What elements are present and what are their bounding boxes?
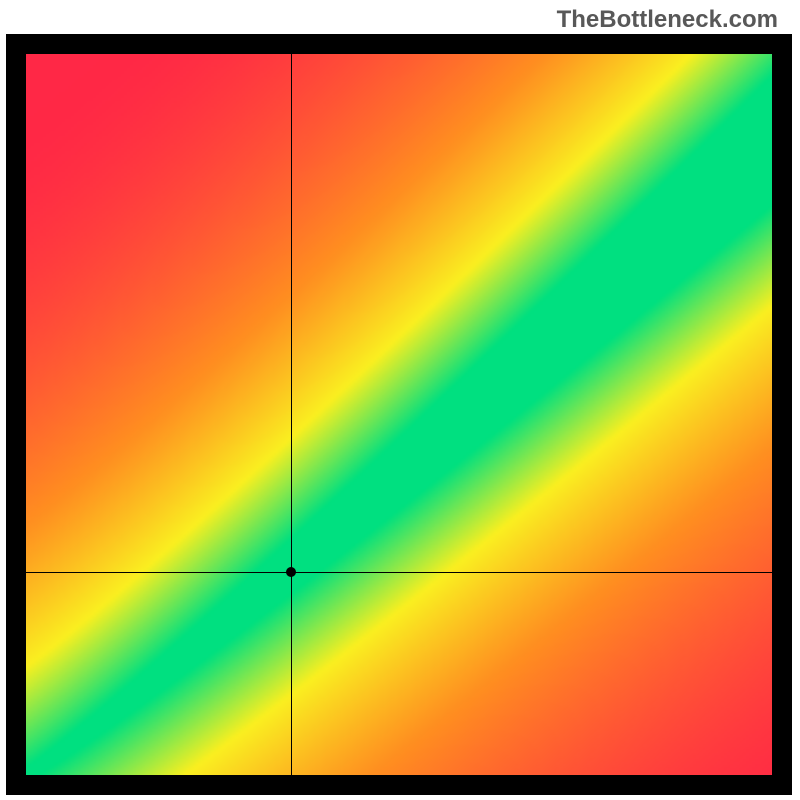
crosshair-vertical xyxy=(291,54,292,775)
attribution-label: TheBottleneck.com xyxy=(557,6,778,34)
plot-area xyxy=(26,54,772,775)
heatmap-canvas xyxy=(26,54,772,775)
crosshair-horizontal xyxy=(26,572,772,573)
marker-dot xyxy=(286,567,296,577)
chart-container: TheBottleneck.com xyxy=(0,0,800,800)
